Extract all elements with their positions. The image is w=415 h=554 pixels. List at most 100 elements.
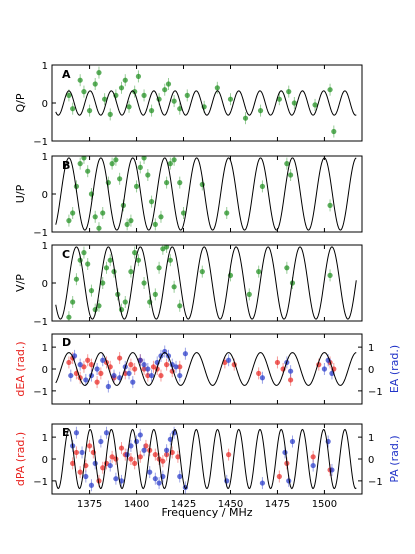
panel-d-data-point <box>94 366 100 372</box>
panel-e-label: E <box>62 426 70 439</box>
panel-e: −1 0 1 −1 0 1 1375 1400 1425 1450 1475 1500 E dPA… <box>14 423 401 519</box>
panel-c-data-point <box>256 269 262 275</box>
panel-e-ylabel: dPA (rad.) <box>14 432 27 486</box>
panel-b-data-point <box>77 161 83 167</box>
y-tick-label: 0 <box>42 279 48 290</box>
panel-d-data-point <box>148 372 155 379</box>
panel-a-data-point <box>92 81 98 87</box>
y-tick-label: 1 <box>42 152 48 163</box>
panel-d-data-point <box>83 377 89 383</box>
panel-a-data-point <box>276 96 282 102</box>
panel-a-data-point <box>291 100 297 106</box>
y-tick-label: 1 <box>42 433 48 444</box>
panel-b-frame <box>51 155 363 233</box>
panel-e-data-point <box>73 449 80 456</box>
panel-b-data-point <box>180 210 187 216</box>
panel-e-data-point <box>175 454 181 460</box>
panel-b-data-point <box>133 183 140 189</box>
panel-a-data-point <box>107 111 113 117</box>
panel-a-data-point <box>327 87 333 93</box>
panel-c-data-point <box>70 299 76 305</box>
panel-b-data-point <box>85 168 91 174</box>
panel-b-data-point <box>284 161 290 167</box>
panel-c-data-point <box>122 299 128 305</box>
panel-a-data-point <box>242 115 249 121</box>
panel-d-data-point <box>145 366 151 372</box>
y-tick-label: 0 <box>42 365 48 376</box>
panel-e-data-point <box>103 430 110 436</box>
panel-c-data-point <box>85 261 91 267</box>
panel-e-data-point <box>109 454 115 460</box>
panel-c-data-point <box>73 276 80 282</box>
panel-c-data-point <box>88 288 95 294</box>
panel-d-data-point <box>288 368 294 374</box>
panel-b-data-point <box>117 176 123 182</box>
panel-a-data-point <box>118 85 125 91</box>
panel-d-x-ticks <box>89 334 325 404</box>
panel-b-ylabel: U/P <box>14 184 27 203</box>
panel-e-data-point <box>92 460 98 466</box>
panel-c-data-point <box>177 303 183 309</box>
panel-e-data-point <box>141 447 147 453</box>
y-tick-label-right: 1 <box>368 433 374 444</box>
panel-d-points <box>66 345 337 393</box>
panel-d-data-point <box>141 366 147 372</box>
panel-c-points <box>66 245 333 321</box>
panel-e-data-point <box>132 460 138 466</box>
panel-b-label: B <box>62 159 70 172</box>
panel-c-ylabel: V/P <box>14 274 27 292</box>
panel-e-y-ticks-right: −1 0 1 <box>358 433 383 488</box>
panel-c-data-point <box>156 265 162 271</box>
panel-e-data-point <box>70 460 76 466</box>
panel-c-x-ticks <box>89 245 325 321</box>
panel-d-data-point <box>137 357 143 363</box>
panel-b-x-ticks <box>89 156 325 232</box>
panel-c-data-point <box>167 257 173 263</box>
panel-a-data-point <box>102 96 108 102</box>
panel-d-data-point <box>105 383 111 390</box>
panel-a-data-point <box>162 87 168 93</box>
y-tick-label: −1 <box>33 387 48 398</box>
y-tick-label-right: 0 <box>368 455 374 466</box>
y-tick-label: 1 <box>42 241 48 252</box>
panel-a-data-point <box>66 92 72 98</box>
panel-d-data-point <box>145 372 151 379</box>
panel-c-data-point <box>152 291 158 297</box>
panel-b-data-point <box>141 156 147 161</box>
panel-a-data-point <box>132 89 138 95</box>
panel-e-ylabel-right: PA (rad.) <box>388 435 401 482</box>
panel-e-data-point <box>113 476 119 482</box>
panel-e-data-point <box>259 480 266 486</box>
panel-d-data-point <box>132 366 138 372</box>
panel-b-data-point <box>171 157 177 163</box>
panel-d-data-point <box>256 370 262 376</box>
panel-a-x-ticks <box>89 65 325 141</box>
panel-a-data-point <box>122 77 128 83</box>
y-tick-label: −1 <box>33 228 48 239</box>
panel-c-data-point <box>132 250 138 256</box>
y-tick-label-right: −1 <box>368 477 383 488</box>
panel-a-data-point <box>86 108 93 114</box>
panel-e-data-point <box>137 454 143 460</box>
panel-c-data-point <box>141 280 147 286</box>
y-tick-label: −1 <box>33 137 48 148</box>
panel-b-data-point <box>96 225 102 231</box>
panel-b-data-point <box>167 161 173 167</box>
panel-c-y-ticks: −1 0 1 <box>33 241 56 328</box>
y-tick-label: 1 <box>42 343 48 354</box>
panel-d-data-point <box>177 372 183 379</box>
panel-b-data-point <box>70 210 76 216</box>
panel-d-data-point <box>321 366 328 372</box>
panel-d-data-point <box>81 364 87 370</box>
y-tick-label: −1 <box>33 317 48 328</box>
panel-b-data-point <box>288 172 294 178</box>
panel-d-data-point <box>182 351 188 357</box>
panel-c-model-curve <box>55 246 357 320</box>
panel-e-model-curve <box>55 428 357 490</box>
y-tick-label: 1 <box>42 61 48 72</box>
panel-a-points <box>66 66 337 138</box>
panel-e-data-point <box>137 432 143 438</box>
panel-b-points <box>66 156 333 232</box>
panel-e-data-point <box>164 452 170 458</box>
panel-b-data-point <box>113 157 119 163</box>
